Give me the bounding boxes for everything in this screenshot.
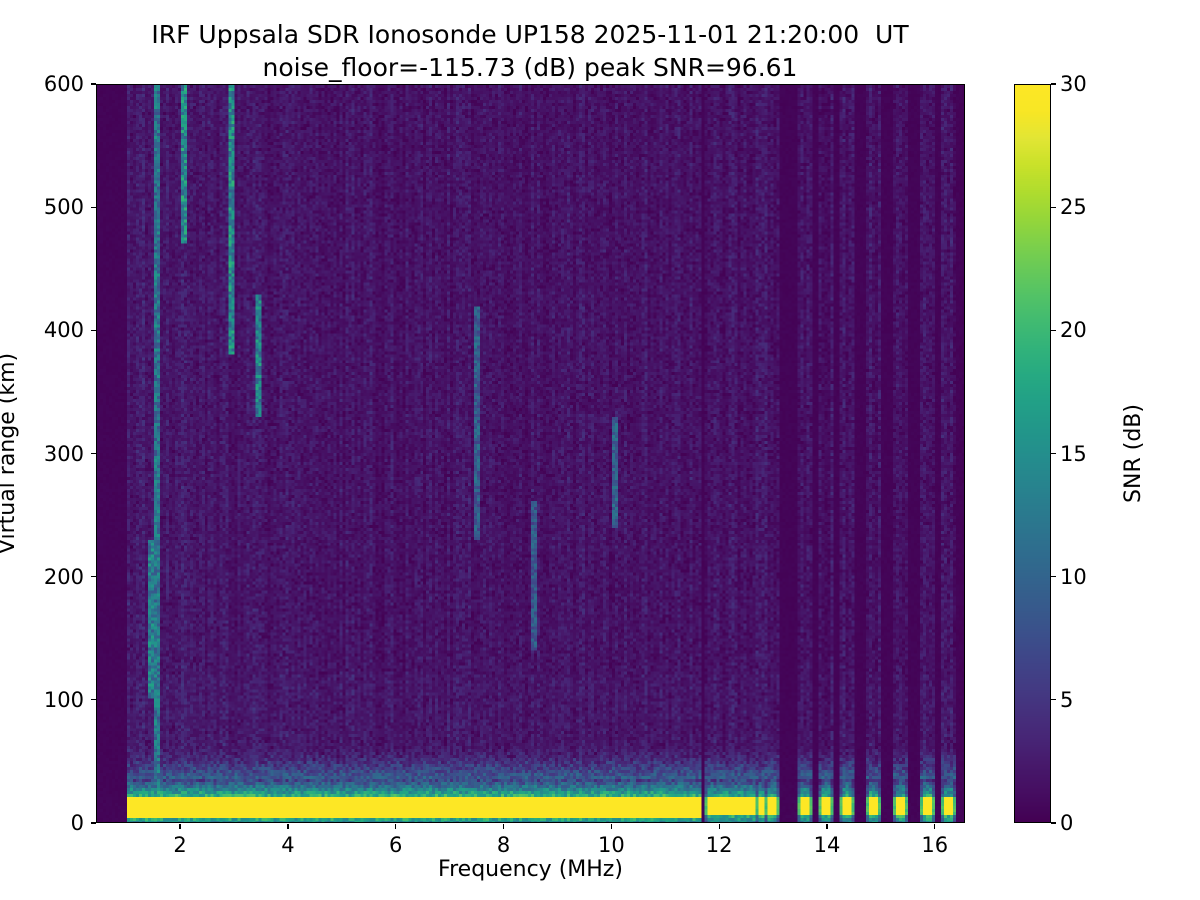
y-tick-label-400: 400 (43, 318, 84, 343)
y-tick-200 (91, 576, 96, 578)
x-tick-label-10: 10 (597, 833, 625, 857)
x-tick-14 (826, 824, 828, 829)
y-tick-600 (91, 83, 96, 85)
x-tick-label-6: 6 (389, 833, 403, 857)
y-tick-label-500: 500 (43, 195, 84, 220)
y-tick-100 (91, 699, 96, 701)
x-tick-4 (287, 824, 289, 829)
x-tick-label-2: 2 (173, 833, 187, 857)
colorbar-tick-label-0: 0 (1060, 811, 1074, 835)
x-tick-label-16: 16 (921, 833, 949, 857)
colorbar-tick-15 (1051, 452, 1056, 455)
figure-title: IRF Uppsala SDR Ionosonde UP158 2025-11-… (0, 18, 1060, 84)
y-tick-500 (91, 206, 96, 208)
colorbar-tick-25 (1051, 206, 1056, 208)
y-tick-label-200: 200 (43, 564, 84, 589)
colorbar-tick-20 (1051, 329, 1056, 331)
colorbar-tick-30 (1051, 83, 1056, 85)
x-tick-2 (179, 824, 181, 829)
colorbar-gradient (1015, 85, 1050, 822)
y-tick-0 (91, 822, 96, 824)
x-tick-label-4: 4 (281, 833, 295, 857)
x-tick-label-12: 12 (705, 833, 733, 857)
colorbar-tick-label-25: 25 (1060, 195, 1087, 220)
x-tick-16 (934, 824, 936, 829)
colorbar-tick-label-5: 5 (1060, 687, 1074, 712)
y-tick-300 (91, 452, 96, 455)
colorbar-label: SNR (dB) (1121, 404, 1146, 503)
y-tick-label-100: 100 (43, 687, 84, 712)
y-axis-label: Virtual range (km) (0, 352, 20, 555)
y-tick-label-0: 0 (70, 811, 84, 835)
colorbar-tick-label-30: 30 (1060, 72, 1087, 96)
x-tick-10 (610, 824, 612, 829)
colorbar-tick-label-10: 10 (1060, 564, 1087, 589)
x-tick-12 (718, 824, 720, 829)
y-tick-label-300: 300 (43, 441, 84, 466)
colorbar (1014, 84, 1051, 823)
x-tick-8 (502, 824, 505, 829)
colorbar-tick-10 (1051, 576, 1056, 578)
x-axis-label: Frequency (MHz) (438, 857, 623, 882)
x-tick-label-14: 14 (813, 833, 841, 857)
x-tick-6 (395, 824, 397, 829)
y-tick-400 (91, 329, 96, 331)
x-tick-label-8: 8 (496, 833, 511, 857)
title-line-1: IRF Uppsala SDR Ionosonde UP158 2025-11-… (151, 20, 909, 49)
y-tick-label-600: 600 (43, 72, 84, 96)
ionogram-heatmap (97, 85, 964, 822)
colorbar-tick-0 (1051, 822, 1056, 824)
colorbar-tick-label-20: 20 (1060, 318, 1087, 343)
colorbar-tick-label-15: 15 (1060, 441, 1087, 466)
ionogram-axes (96, 84, 965, 823)
title-line-2: noise_floor=-115.73 (dB) peak SNR=96.61 (262, 53, 798, 82)
colorbar-tick-5 (1051, 699, 1056, 701)
